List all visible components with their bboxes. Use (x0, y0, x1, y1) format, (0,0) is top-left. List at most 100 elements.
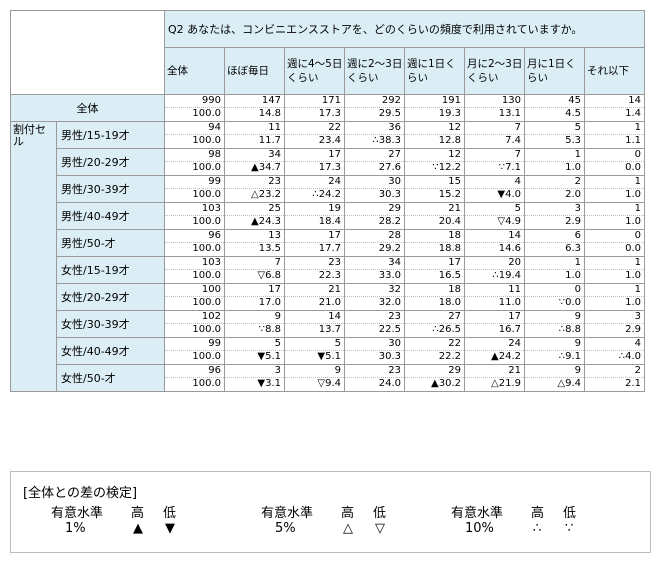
legend-low-label: 低 (163, 506, 177, 521)
percent-number: 5.1 (265, 351, 281, 362)
legend-level-value: 1% (65, 521, 86, 536)
percent-number: 100.0 (192, 243, 221, 254)
count-value: 27 (405, 312, 464, 324)
data-cell: 1 1.0 (584, 175, 645, 203)
percent-number: 4.0 (625, 351, 641, 362)
percent-number: 2.1 (625, 378, 641, 389)
percent-value: ∴26.5 (406, 324, 461, 336)
count-value: 17 (285, 150, 344, 162)
significance-mark: ∴ (558, 351, 566, 362)
count-value: 24 (465, 339, 524, 351)
percent-number: 32.0 (378, 297, 401, 308)
percent-value: ∴19.4 (466, 270, 521, 282)
data-cell: 1 1.0 (584, 202, 645, 230)
percent-number: 100.0 (192, 351, 221, 362)
data-cell: 36 ∴38.3 (344, 121, 405, 149)
count-value: 1 (585, 177, 644, 189)
percent-number: 33.0 (378, 270, 401, 281)
count-value: 3 (525, 204, 584, 216)
data-cell: 9 ∴9.1 (524, 337, 585, 365)
data-cell: 11 11.0 (464, 283, 525, 311)
percent-number: 1.0 (625, 216, 641, 227)
percent-number: 19.3 (438, 108, 461, 119)
percent-value: 30.3 (346, 189, 401, 201)
data-cell: 96 100.0 (164, 364, 225, 392)
percent-number: 0.0 (565, 297, 581, 308)
count-value: 1 (525, 258, 584, 270)
data-cell: 24 ∴24.2 (284, 175, 345, 203)
data-cell: 29 ▲30.2 (404, 364, 465, 392)
percent-number: 22.2 (438, 351, 461, 362)
percent-value: 100.0 (166, 243, 221, 255)
significance-mark: ∵ (258, 324, 266, 335)
percent-value: ∴38.3 (346, 135, 401, 147)
count-value: 3 (585, 312, 644, 324)
significance-mark: ∵ (498, 162, 506, 173)
count-value: 34 (225, 150, 284, 162)
count-value: 15 (405, 177, 464, 189)
count-value: 9 (285, 366, 344, 378)
count-value: 34 (345, 258, 404, 270)
percent-number: 5.1 (325, 351, 341, 362)
significance-mark: ∵ (558, 297, 566, 308)
percent-value: 100.0 (166, 378, 221, 390)
percent-number: 6.3 (565, 243, 581, 254)
row-label: 男性/30-39才 (56, 175, 165, 203)
percent-value: 16.5 (406, 270, 461, 282)
count-value: 102 (165, 312, 224, 324)
data-cell: 17 17.0 (224, 283, 285, 311)
count-value: 45 (525, 96, 584, 108)
count-value: 7 (225, 258, 284, 270)
count-value: 1 (585, 258, 644, 270)
percent-number: 18.0 (438, 297, 461, 308)
percent-number: 12.2 (438, 162, 461, 173)
significance-mark: ▽ (497, 216, 506, 227)
significance-mark: ▽ (257, 270, 266, 281)
legend-low-mark: ▽ (375, 521, 385, 536)
group-label: 割付セル (10, 121, 57, 392)
count-value: 27 (345, 150, 404, 162)
data-cell: 23 △23.2 (224, 175, 285, 203)
percent-value: 100.0 (166, 108, 221, 120)
percent-value: 21.0 (286, 297, 341, 309)
column-header: 週に4～5日くらい (284, 47, 345, 95)
significance-mark: ▲ (251, 162, 259, 173)
percent-number: 1.0 (625, 270, 641, 281)
percent-number: 1.0 (625, 189, 641, 200)
data-cell: 100 100.0 (164, 283, 225, 311)
percent-value: 12.8 (406, 135, 461, 147)
percent-number: 16.7 (498, 324, 521, 335)
significance-mark: ▽ (317, 378, 326, 389)
percent-value: ▽4.9 (466, 216, 521, 228)
legend-low-mark: ▼ (165, 521, 175, 536)
legend-high-mark: ▲ (133, 521, 143, 536)
column-header: それ以下 (584, 47, 645, 95)
count-value: 32 (345, 285, 404, 297)
data-cell: 99 100.0 (164, 175, 225, 203)
percent-value: 27.6 (346, 162, 401, 174)
percent-value: ∵7.1 (466, 162, 521, 174)
percent-number: 11.0 (498, 297, 521, 308)
column-header: 週に1日くらい (404, 47, 465, 95)
percent-number: 4.9 (505, 216, 521, 227)
percent-number: 18.4 (318, 216, 341, 227)
data-cell: 3 2.9 (584, 310, 645, 338)
count-value: 22 (285, 123, 344, 135)
data-cell: 171 17.3 (284, 94, 345, 122)
data-cell: 24 ▲24.2 (464, 337, 525, 365)
count-value: 7 (465, 150, 524, 162)
percent-value: 18.0 (406, 297, 461, 309)
count-value: 1 (525, 150, 584, 162)
legend-level-label: 有意水準 (51, 506, 104, 521)
percent-value: 19.3 (406, 108, 461, 120)
percent-number: 3.1 (265, 378, 281, 389)
percent-value: 100.0 (166, 216, 221, 228)
percent-value: △9.4 (526, 378, 581, 390)
count-value: 99 (165, 177, 224, 189)
data-cell: 30 30.3 (344, 337, 405, 365)
count-value: 0 (585, 150, 644, 162)
percent-value: 13.5 (226, 243, 281, 255)
percent-value: △23.2 (226, 189, 281, 201)
data-cell: 1 1.1 (584, 121, 645, 149)
percent-value: 1.0 (586, 189, 641, 201)
